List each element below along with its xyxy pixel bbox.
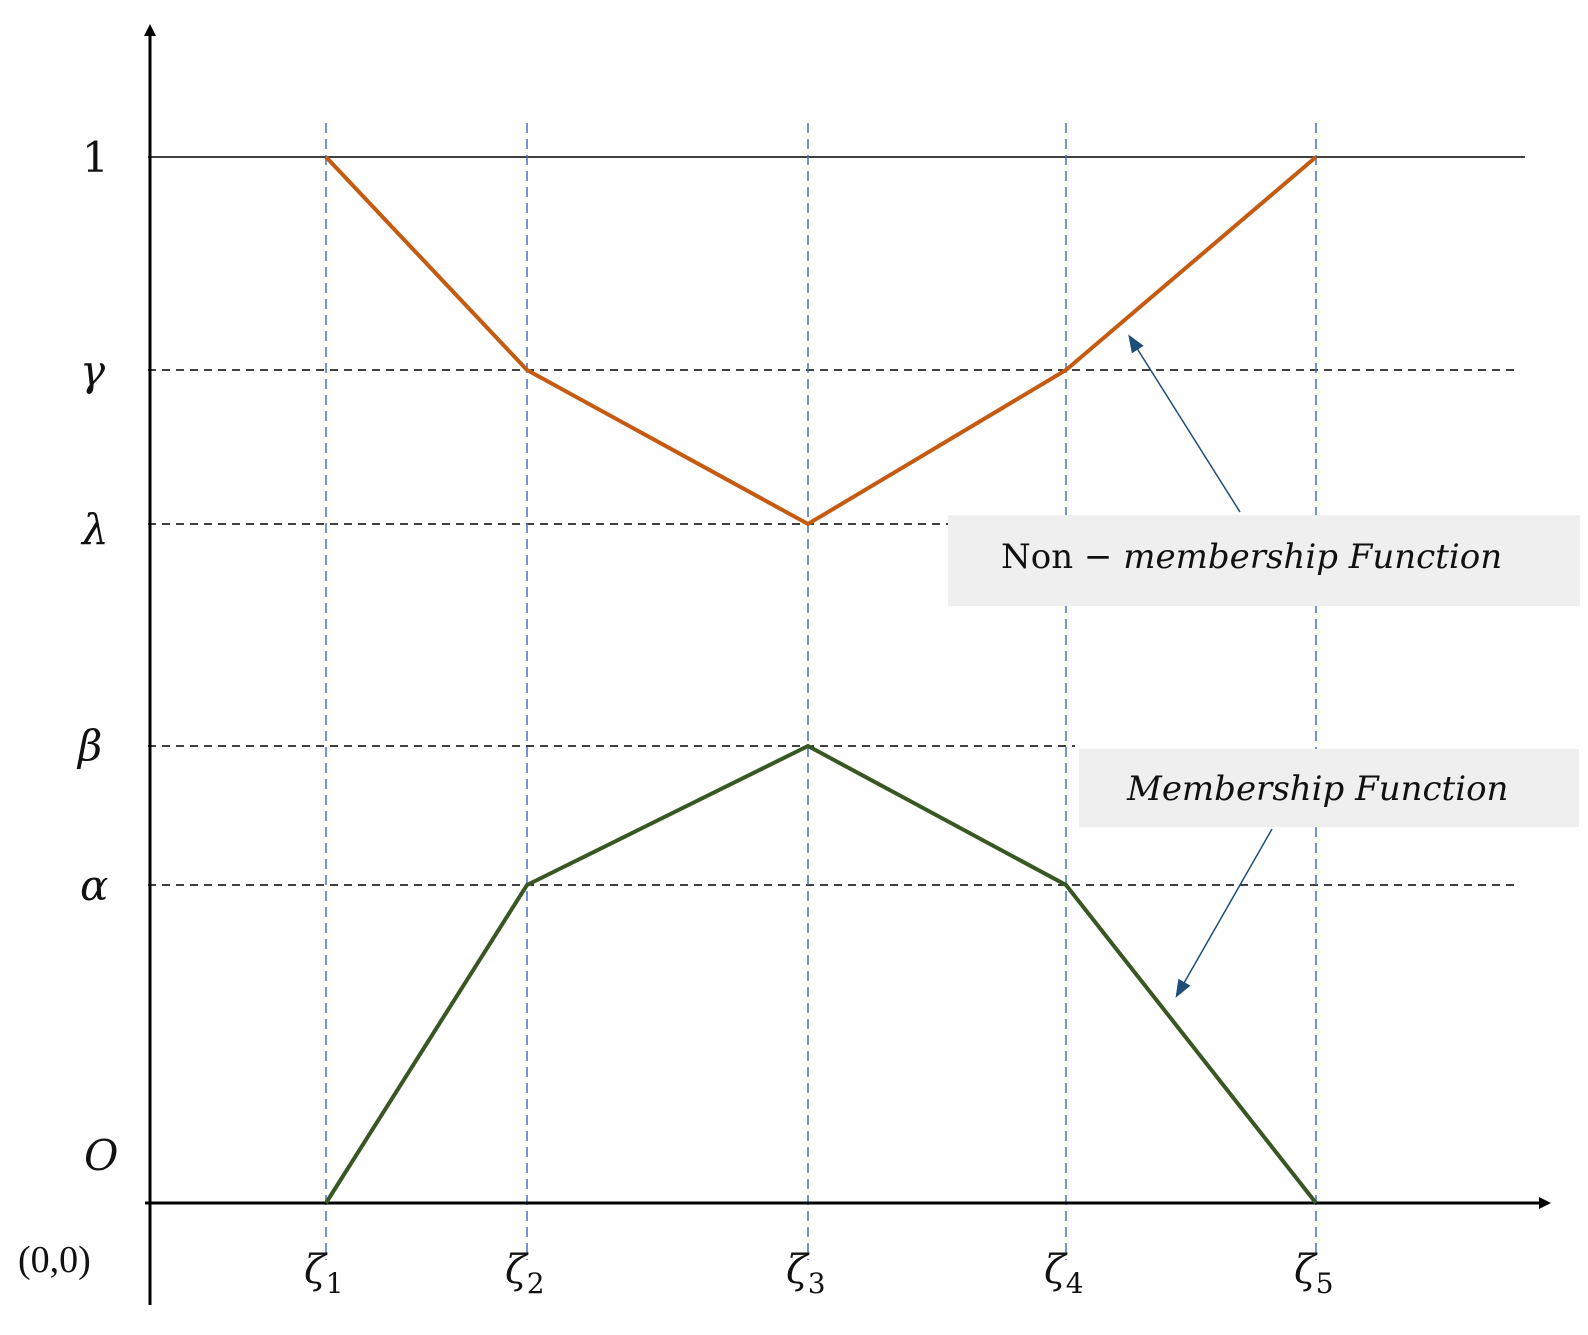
membership-callout-box bbox=[1079, 749, 1579, 827]
vertical-guides bbox=[325, 123, 1317, 1260]
y-label-beta: β bbox=[76, 721, 102, 770]
x-label-zeta-4: ζ4 bbox=[1044, 1247, 1084, 1300]
y-label-gamma: γ bbox=[80, 346, 106, 395]
membership-curve bbox=[324, 743, 1318, 1205]
non-membership-callout-box bbox=[948, 515, 1580, 606]
y-label-alpha: α bbox=[80, 861, 108, 910]
y-label-o: O bbox=[84, 1131, 118, 1180]
non-membership-callout-label: Non − membership Function bbox=[1001, 537, 1502, 577]
membership-callout-arrow bbox=[1175, 828, 1273, 998]
y-label-lambda: λ bbox=[80, 505, 109, 554]
x-label-zeta-1: ζ1 bbox=[304, 1247, 344, 1300]
x-label-zeta-3: ζ3 bbox=[786, 1247, 826, 1300]
origin-label: (0,0) bbox=[18, 1239, 91, 1281]
y-axis-labels: 1 γ λ β α O bbox=[76, 133, 118, 1180]
x-label-zeta-5: ζ5 bbox=[1294, 1247, 1334, 1300]
non-membership-curve bbox=[324, 155, 1318, 527]
membership-callout-label: Membership Function bbox=[1126, 769, 1508, 809]
x-axis-labels: ζ1 ζ2 ζ3 ζ4 ζ5 bbox=[304, 1247, 1334, 1300]
non-membership-callout-arrow bbox=[1128, 334, 1241, 513]
y-label-one: 1 bbox=[82, 133, 109, 182]
x-label-zeta-2: ζ2 bbox=[505, 1247, 545, 1300]
